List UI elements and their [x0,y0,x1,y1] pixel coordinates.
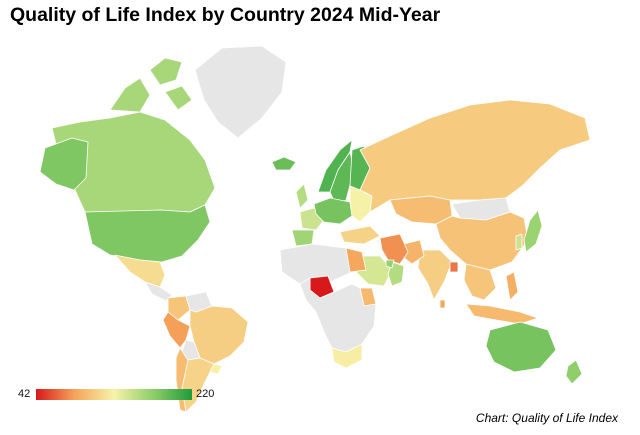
region-iran: Iran [379,233,409,265]
region-brazil: Brazil [189,305,249,365]
region-spain: Spain [291,229,315,247]
region-india: India [417,249,453,301]
region-turkey: Turkey [339,225,381,245]
region-central-africa: Central & Southern Africa [299,277,377,353]
region-peru: Peru [162,311,191,349]
region-colombia: Colombia [167,295,191,321]
region-japan: Japan [523,209,543,253]
region-australia: Australia [485,321,557,373]
region-canada: Canada [51,111,216,213]
region-uae: United Arab Emirates [385,259,395,269]
region-canada-islands: Canadian Arctic Islands [109,57,193,113]
region-north-africa: North Africa [279,243,353,285]
region-uk: United Kingdom [295,183,309,209]
region-russia: Russia [359,99,591,213]
legend-min-label: 42 [18,388,31,400]
legend-max-label: 220 [196,388,215,400]
region-mexico: Mexico [114,254,166,288]
region-central-europe: Central Europe [313,197,353,225]
region-egypt: Egypt [345,247,367,273]
region-new-zealand: New Zealand [565,359,583,385]
region-southeast-asia: Southeast Asia [463,263,497,301]
region-philippines: Philippines [505,271,519,301]
region-usa: United States [84,204,211,263]
region-kazakhstan: Kazakhstan [389,195,453,225]
region-uruguay: Uruguay [209,363,223,375]
region-south-africa: South Africa [331,343,363,369]
legend-color-scale [36,389,192,400]
region-bangladesh: Bangladesh [449,261,459,273]
region-alaska: Alaska (USA) [39,137,89,191]
region-sri-lanka: Sri Lanka [439,299,446,309]
region-iceland: Iceland [271,156,297,171]
region-greenland: Greenland [194,45,287,139]
chart-credit: Chart: Quality of Life Index [475,411,618,425]
region-south-korea: South Korea [515,233,523,251]
region-indonesia: Indonesia [465,303,539,325]
chart-title: Quality of Life Index by Country 2024 Mi… [10,4,441,26]
